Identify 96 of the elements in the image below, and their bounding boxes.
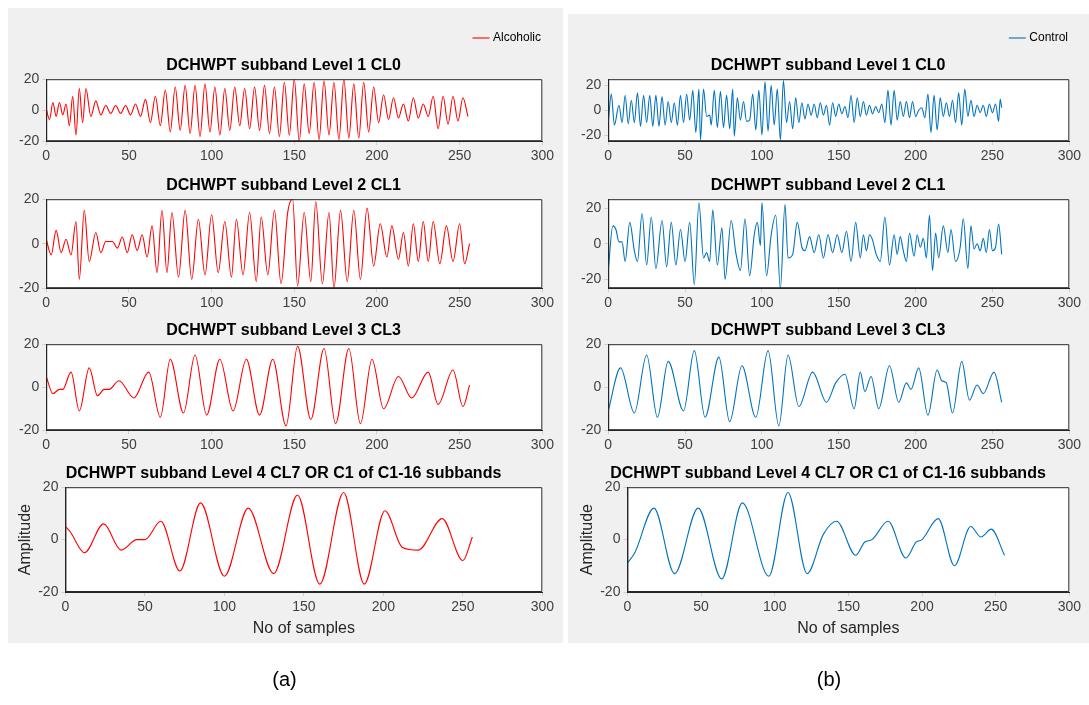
x-axis-title: No of samples xyxy=(252,618,356,636)
y-tick-label: -20 xyxy=(581,125,602,142)
x-tick-label: 0 xyxy=(61,598,70,615)
text: (a) xyxy=(271,668,298,690)
y-tick-label: 20 xyxy=(23,335,40,352)
y-tick-label: 20 xyxy=(23,190,40,207)
y-tick-label: -20 xyxy=(38,582,59,599)
line-series xyxy=(608,79,1003,141)
x-tick-label: 250 xyxy=(983,598,1008,615)
x-tick-label: 50 xyxy=(137,598,153,615)
x-tick-label: 50 xyxy=(677,294,694,311)
x-tick-label: 300 xyxy=(530,436,555,453)
y-tick-label: 0 xyxy=(612,530,621,547)
y-tick-label: -20 xyxy=(19,279,40,296)
x-axis-title: No of samples xyxy=(797,618,900,636)
y-tick-label: 0 xyxy=(31,378,40,395)
chart-title: DCHWPT subband Level 2 CL1 xyxy=(166,176,401,194)
x-tick-label: 150 xyxy=(827,436,851,453)
y-tick-label: -20 xyxy=(581,421,602,438)
chart-title: DCHWPT subband Level 3 CL3 xyxy=(710,321,946,339)
y-tick-label: -20 xyxy=(19,132,40,149)
chart-title: DCHWPT subband Level 2 CL1 xyxy=(710,176,946,194)
x-tick-label: 100 xyxy=(763,598,787,615)
y-tick-label: 0 xyxy=(593,378,602,395)
x-tick-label: 300 xyxy=(1057,294,1082,311)
x-tick-label: 300 xyxy=(1057,598,1082,615)
x-tick-label: 250 xyxy=(980,147,1005,164)
y-tick-label: 0 xyxy=(31,234,40,251)
y-tick-label: 0 xyxy=(593,234,602,251)
x-tick-label: 100 xyxy=(199,147,224,164)
y-tick-label: -20 xyxy=(19,421,40,438)
y-axis-title: Amplitude xyxy=(578,503,596,576)
chart-title: DCHWPT subband Level 3 CL3 xyxy=(166,321,401,339)
x-tick-label: 200 xyxy=(365,294,389,311)
x-tick-label: 0 xyxy=(623,598,632,615)
y-tick-label: 20 xyxy=(23,70,40,87)
line-series xyxy=(46,345,471,427)
y-tick-label: 0 xyxy=(31,101,40,118)
x-tick-label: 100 xyxy=(750,147,774,164)
x-tick-label: 250 xyxy=(447,294,472,311)
x-tick-label: 150 xyxy=(836,598,861,615)
x-tick-label: 50 xyxy=(121,294,137,311)
x-tick-label: 300 xyxy=(1057,147,1082,164)
legend-label: Alcoholic xyxy=(492,30,542,45)
line-series xyxy=(608,350,1003,427)
x-tick-label: 250 xyxy=(447,147,472,164)
x-tick-label: 200 xyxy=(903,436,928,453)
x-tick-label: 50 xyxy=(693,598,710,615)
x-tick-label: 300 xyxy=(530,598,555,615)
x-tick-label: 150 xyxy=(827,294,851,311)
x-tick-label: 200 xyxy=(371,598,396,615)
y-tick-label: 20 xyxy=(42,478,59,495)
x-tick-label: 300 xyxy=(530,147,555,164)
x-tick-label: 150 xyxy=(292,598,316,615)
x-tick-label: 50 xyxy=(121,436,137,453)
x-tick-label: 250 xyxy=(980,436,1005,453)
line-series xyxy=(608,202,1003,289)
x-tick-label: 200 xyxy=(903,294,928,311)
y-tick-label: 0 xyxy=(50,530,59,547)
y-tick-label: 20 xyxy=(585,76,602,93)
x-tick-label: 200 xyxy=(365,436,389,453)
chart-title: DCHWPT subband Level 1 CL0 xyxy=(166,56,401,74)
x-tick-label: 300 xyxy=(1057,436,1082,453)
y-tick-label: 20 xyxy=(585,198,602,215)
x-tick-label: 200 xyxy=(910,598,934,615)
line-series xyxy=(46,199,471,289)
text: (b) xyxy=(815,668,843,690)
y-tick-label: -20 xyxy=(600,582,621,599)
x-tick-label: 150 xyxy=(282,436,307,453)
x-tick-label: 50 xyxy=(677,436,694,453)
line-series xyxy=(627,491,1006,580)
x-tick-label: 100 xyxy=(212,598,237,615)
x-tick-label: 100 xyxy=(750,294,774,311)
y-axis-title: Amplitude xyxy=(16,503,34,576)
x-tick-label: 150 xyxy=(282,147,307,164)
chart-title: DCHWPT subband Level 1 CL0 xyxy=(710,56,946,74)
x-tick-label: 100 xyxy=(199,436,224,453)
chart-title: DCHWPT subband Level 4 CL7 OR C1 of C1-16 subbands xyxy=(65,464,502,482)
x-tick-label: 50 xyxy=(121,147,137,164)
x-tick-label: 150 xyxy=(282,294,307,311)
x-tick-label: 100 xyxy=(199,294,224,311)
legend-label: Control xyxy=(1029,30,1068,45)
x-tick-label: 100 xyxy=(750,436,774,453)
line-series xyxy=(65,491,473,585)
x-tick-label: 250 xyxy=(451,598,475,615)
x-tick-label: 250 xyxy=(447,436,472,453)
line-series xyxy=(46,79,469,142)
x-tick-label: 250 xyxy=(980,294,1005,311)
y-tick-label: 0 xyxy=(593,101,602,118)
x-tick-label: 50 xyxy=(677,147,694,164)
x-tick-label: 150 xyxy=(827,147,851,164)
x-tick-label: 200 xyxy=(365,147,389,164)
x-tick-label: 300 xyxy=(530,294,555,311)
x-tick-label: 200 xyxy=(903,147,928,164)
y-tick-label: -20 xyxy=(581,270,602,287)
y-tick-label: 20 xyxy=(585,335,602,352)
